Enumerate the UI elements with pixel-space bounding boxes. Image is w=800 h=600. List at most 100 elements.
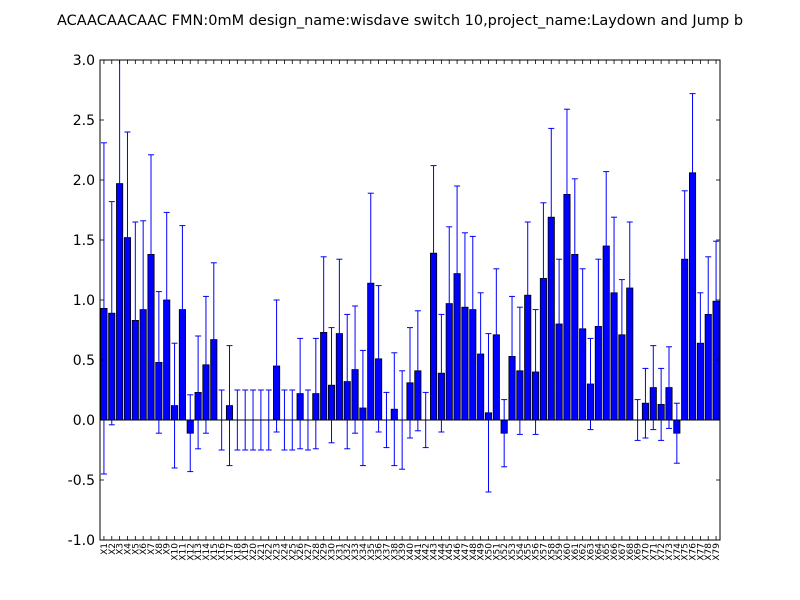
x-tick-label: X66: [610, 543, 620, 561]
x-tick-label: X3: [116, 543, 126, 555]
x-tick-label: X21: [257, 543, 267, 561]
error-bar-X63: [587, 337, 594, 431]
x-tick-label: X40: [406, 543, 416, 561]
error-bar-X45: [446, 226, 453, 381]
x-tick-label: X72: [657, 543, 667, 561]
x-tick-label: X4: [123, 543, 133, 555]
x-tick-label: X7: [147, 543, 157, 555]
error-bar-X29: [320, 256, 327, 409]
error-bar-X62: [579, 268, 586, 390]
error-bar-X8: [155, 291, 162, 434]
x-tick-label: X46: [453, 543, 463, 561]
x-tick-label: X10: [171, 543, 181, 561]
error-bar-X52: [501, 399, 508, 468]
x-tick-label: X2: [108, 543, 118, 555]
error-bar-X43: [430, 165, 437, 342]
error-bar-X26: [297, 337, 304, 450]
y-tick-label: 2.5: [73, 113, 95, 129]
error-bar-X5: [132, 221, 139, 420]
error-bar-X38: [391, 352, 398, 467]
error-bar-X1: [100, 142, 107, 475]
y-tick-label: 0.0: [73, 413, 95, 429]
x-tick-label: X79: [712, 543, 722, 561]
error-bar-X65: [603, 171, 610, 321]
x-tick-label: X64: [594, 543, 604, 561]
error-bar-X57: [540, 202, 547, 355]
error-bar-X35: [367, 192, 374, 374]
x-tick-label: X12: [186, 543, 196, 561]
x-axis: X1X2X3X4X5X6X7X8X9X10X11X12X13X14X15X16X…: [100, 60, 722, 561]
error-bar-X28: [312, 337, 319, 450]
x-tick-label: X51: [492, 543, 502, 561]
error-bar-X60: [563, 108, 570, 281]
error-bar-X33: [352, 305, 359, 434]
x-tick-label: X31: [335, 543, 345, 561]
error-bar-X78: [705, 256, 712, 373]
x-tick-label: X26: [296, 543, 306, 561]
x-tick-label: X70: [641, 543, 651, 561]
x-tick-label: X74: [673, 543, 683, 561]
x-tick-label: X57: [539, 543, 549, 561]
error-bar-X47: [461, 232, 468, 383]
x-tick-label: X76: [689, 543, 699, 561]
x-tick-label: X56: [532, 543, 542, 561]
error-bar-X68: [626, 221, 633, 355]
error-bar-X75: [681, 190, 688, 329]
error-bar-X56: [532, 309, 539, 435]
x-tick-label: X14: [202, 543, 212, 561]
x-tick-label: X49: [477, 543, 487, 561]
x-tick-label: X5: [131, 543, 141, 555]
error-bar-X36: [375, 285, 382, 433]
error-bar-X9: [163, 211, 170, 389]
x-tick-label: X6: [139, 543, 149, 555]
error-bar-X14: [202, 295, 209, 434]
error-bar-X10: [171, 342, 178, 469]
x-tick-label: X48: [469, 543, 479, 561]
x-tick-label: X11: [178, 543, 188, 561]
x-tick-label: X29: [320, 543, 330, 561]
x-tick-label: X47: [461, 543, 471, 561]
y-tick-label: 0.5: [73, 353, 95, 369]
x-tick-label: X61: [571, 543, 581, 561]
x-tick-label: X71: [649, 543, 659, 561]
error-bar-X74: [673, 402, 680, 464]
x-tick-label: X1: [100, 543, 110, 555]
error-bar-X15: [210, 262, 217, 417]
x-tick-label: X8: [155, 543, 165, 555]
error-bar-X70: [642, 367, 649, 439]
x-tick-label: X9: [163, 543, 173, 555]
error-bar-X58: [548, 127, 555, 307]
x-tick-label: X37: [382, 543, 392, 561]
error-bar-X23: [273, 299, 280, 433]
x-tick-label: X35: [367, 543, 377, 561]
x-tick-label: X78: [704, 543, 714, 561]
error-bar-X66: [611, 216, 618, 369]
x-tick-label: X19: [241, 543, 251, 561]
x-tick-label: X17: [225, 543, 235, 561]
error-bar-X53: [509, 295, 516, 417]
x-tick-label: X75: [681, 543, 691, 561]
x-tick-label: X39: [398, 543, 408, 561]
x-tick-label: X63: [587, 543, 597, 561]
x-tick-label: X18: [233, 543, 243, 561]
x-tick-label: X69: [634, 543, 644, 561]
x-tick-label: X44: [437, 543, 447, 561]
x-tick-label: X38: [390, 543, 400, 561]
error-bar-X51: [493, 268, 500, 402]
x-tick-label: X16: [218, 543, 228, 561]
x-tick-label: X24: [280, 543, 290, 561]
x-tick-label: X27: [304, 543, 314, 561]
y-tick-label: 3.0: [73, 53, 95, 69]
error-bar-X55: [524, 221, 531, 369]
x-tick-label: X28: [312, 543, 322, 561]
y-tick-label: 1.0: [73, 293, 95, 309]
y-tick-label: -0.5: [68, 473, 95, 489]
x-tick-label: X54: [516, 543, 526, 561]
x-tick-label: X68: [626, 543, 636, 561]
error-bar-X48: [469, 235, 476, 384]
y-tick-label: -1.0: [68, 533, 95, 549]
error-bar-X49: [477, 292, 484, 416]
x-tick-label: X50: [484, 543, 494, 561]
error-bar-X72: [658, 367, 665, 441]
